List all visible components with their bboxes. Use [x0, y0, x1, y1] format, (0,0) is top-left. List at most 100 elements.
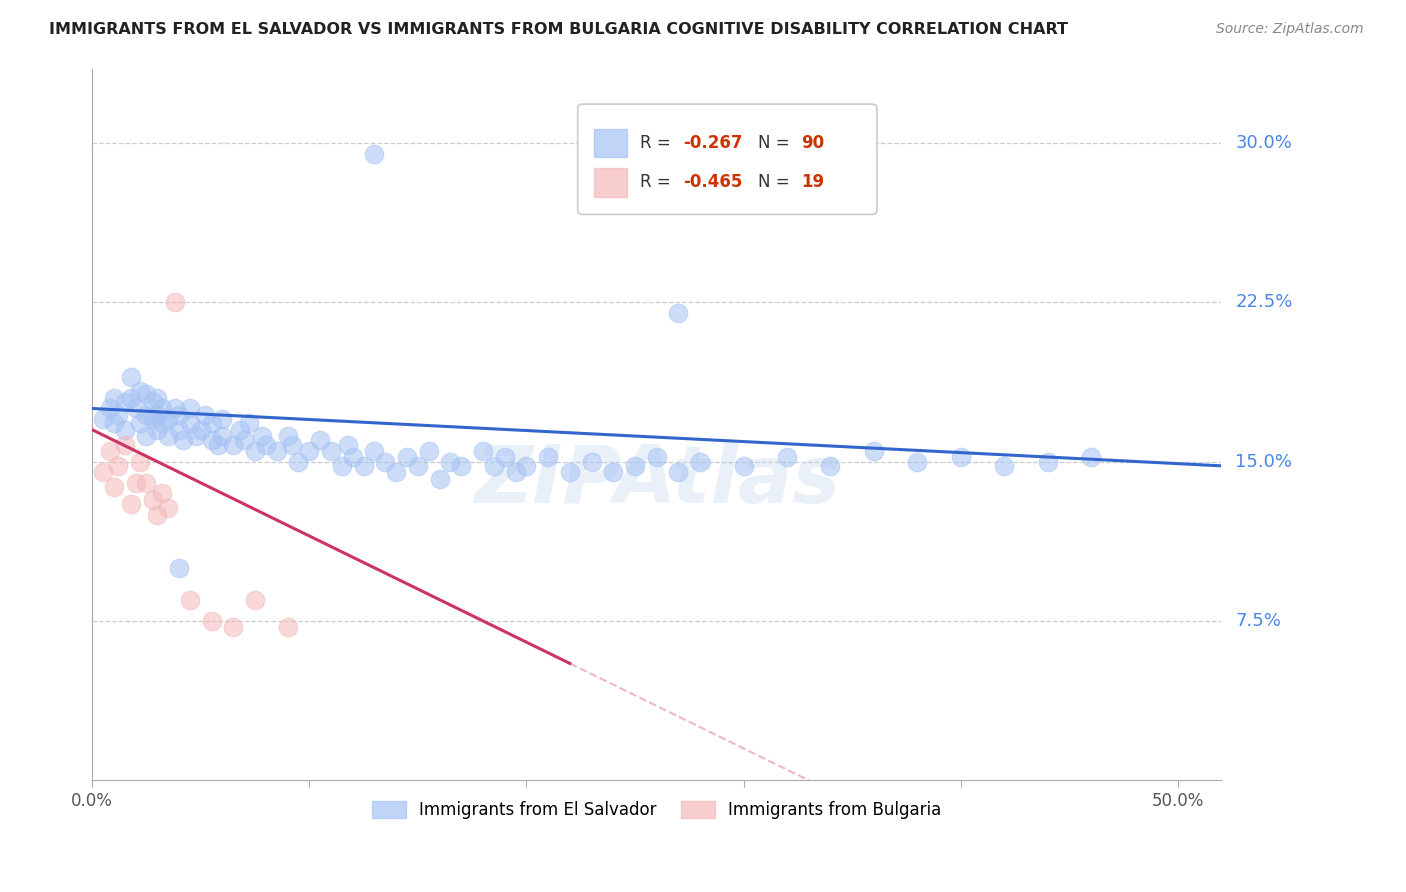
Point — [91, 465, 114, 479]
Point — [337, 437, 360, 451]
Point — [114, 395, 136, 409]
Point — [146, 508, 169, 522]
Point — [374, 454, 396, 468]
Text: 90: 90 — [801, 135, 824, 153]
Point — [103, 417, 125, 431]
Point — [330, 458, 353, 473]
Point — [602, 465, 624, 479]
Point — [298, 444, 321, 458]
Point — [1080, 450, 1102, 465]
Point — [309, 434, 332, 448]
Text: 7.5%: 7.5% — [1236, 612, 1281, 630]
Point — [211, 412, 233, 426]
Text: R =: R = — [640, 135, 676, 153]
Point — [494, 450, 516, 465]
Point — [668, 306, 690, 320]
Point — [211, 429, 233, 443]
Point — [129, 417, 152, 431]
Point — [429, 472, 451, 486]
Text: Source: ZipAtlas.com: Source: ZipAtlas.com — [1216, 22, 1364, 37]
Point — [207, 437, 229, 451]
Point — [135, 429, 157, 443]
Point — [146, 408, 169, 422]
Point — [135, 408, 157, 422]
Point — [91, 412, 114, 426]
Point — [222, 437, 245, 451]
Point — [179, 592, 201, 607]
Point — [342, 450, 364, 465]
Point — [107, 458, 129, 473]
Point — [201, 614, 224, 628]
Point — [135, 475, 157, 490]
Point — [157, 501, 180, 516]
Point — [163, 401, 186, 416]
Point — [243, 592, 266, 607]
Point — [668, 465, 690, 479]
Point — [353, 458, 375, 473]
Point — [1036, 454, 1059, 468]
Text: 19: 19 — [801, 173, 824, 192]
Point — [120, 391, 142, 405]
Point — [103, 480, 125, 494]
Point — [150, 486, 173, 500]
Point — [776, 450, 799, 465]
Point — [167, 408, 190, 422]
Point — [129, 384, 152, 399]
Point — [201, 417, 224, 431]
Point — [505, 465, 527, 479]
Point — [287, 454, 309, 468]
Point — [124, 475, 146, 490]
Point — [993, 458, 1015, 473]
Point — [157, 429, 180, 443]
Point — [167, 423, 190, 437]
Point — [472, 444, 495, 458]
Point — [150, 417, 173, 431]
Point — [250, 429, 273, 443]
Point — [624, 458, 647, 473]
Point — [103, 391, 125, 405]
Point — [482, 458, 505, 473]
Point — [277, 620, 299, 634]
Text: IMMIGRANTS FROM EL SALVADOR VS IMMIGRANTS FROM BULGARIA COGNITIVE DISABILITY COR: IMMIGRANTS FROM EL SALVADOR VS IMMIGRANT… — [49, 22, 1069, 37]
Point — [277, 429, 299, 443]
Point — [406, 458, 429, 473]
Point — [820, 458, 842, 473]
Point — [733, 458, 755, 473]
Text: -0.267: -0.267 — [683, 135, 742, 153]
Point — [186, 429, 208, 443]
FancyBboxPatch shape — [593, 129, 627, 158]
Text: N =: N = — [758, 135, 796, 153]
Point — [146, 423, 169, 437]
Point — [319, 444, 342, 458]
Point — [385, 465, 408, 479]
Point — [142, 395, 165, 409]
Point — [190, 423, 212, 437]
Point — [243, 444, 266, 458]
Point — [98, 444, 121, 458]
Point — [179, 401, 201, 416]
FancyBboxPatch shape — [578, 104, 877, 214]
Point — [124, 401, 146, 416]
Point — [949, 450, 972, 465]
Point — [363, 146, 385, 161]
Point — [142, 412, 165, 426]
Text: ZIPAtlas: ZIPAtlas — [474, 442, 839, 520]
Text: R =: R = — [640, 173, 676, 192]
Point — [581, 454, 603, 468]
Point — [146, 391, 169, 405]
Point — [129, 454, 152, 468]
Point — [163, 295, 186, 310]
Legend: Immigrants from El Salvador, Immigrants from Bulgaria: Immigrants from El Salvador, Immigrants … — [366, 794, 948, 825]
Text: 15.0%: 15.0% — [1236, 452, 1292, 471]
Point — [558, 465, 581, 479]
Point — [179, 417, 201, 431]
Point — [254, 437, 277, 451]
Point — [233, 434, 256, 448]
Text: 30.0%: 30.0% — [1236, 134, 1292, 152]
Point — [135, 386, 157, 401]
Point — [515, 458, 537, 473]
Point — [201, 434, 224, 448]
Point — [98, 401, 121, 416]
Point — [222, 620, 245, 634]
Point — [266, 444, 288, 458]
